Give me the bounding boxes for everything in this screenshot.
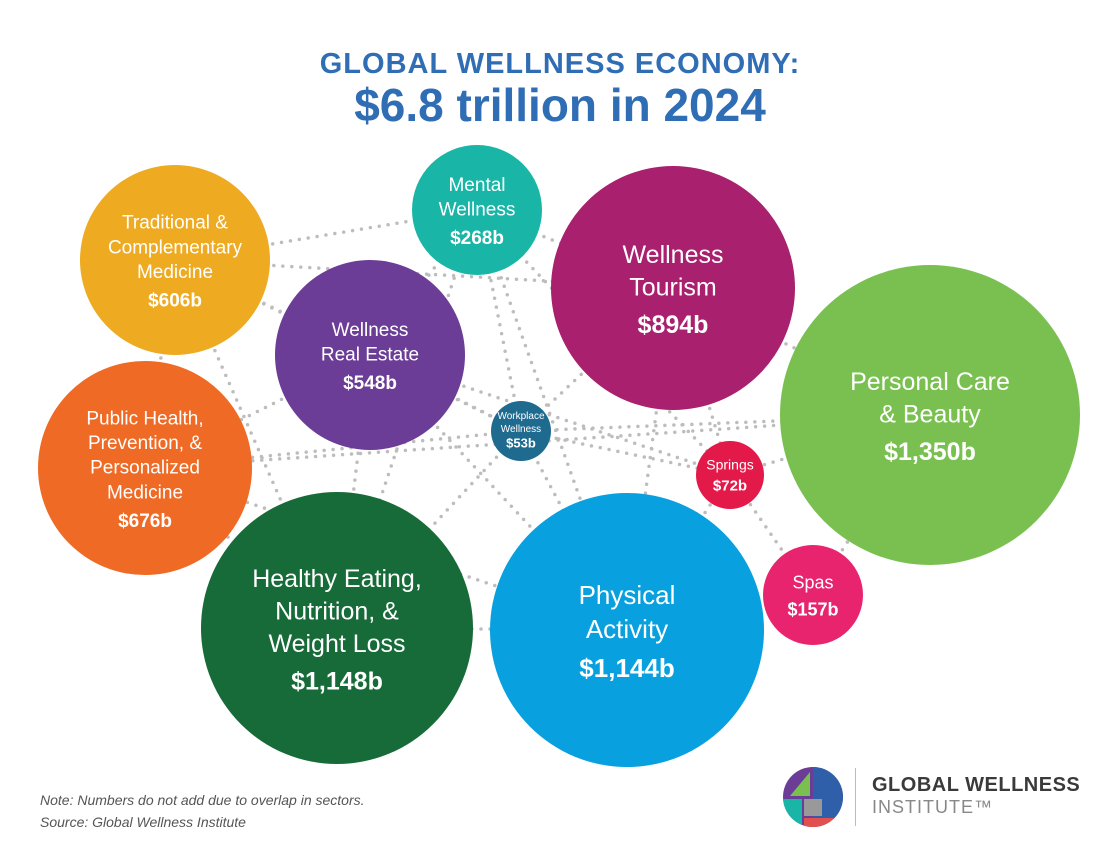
bubble: Physical Activity $1,144b [490, 493, 764, 767]
logo-subtitle: INSTITUTE™ [872, 797, 993, 817]
chart-title: GLOBAL WELLNESS ECONOMY: [319, 48, 801, 80]
bubble-label: Real Estate [321, 345, 419, 366]
bubble-label: Nutrition, & [275, 597, 399, 625]
bubble-label: Personal Care [850, 368, 1010, 396]
bubble-value: $1,350b [884, 438, 976, 466]
bubble-label: & Beauty [879, 401, 981, 429]
bubble: Workplace Wellness$53b [491, 401, 551, 461]
connector-line [519, 429, 732, 477]
gwi-logo-icon [783, 767, 843, 827]
bubble-label: Public Health, [86, 408, 203, 429]
bubble-value: $1,144b [579, 653, 674, 683]
bubble: Public Health, Prevention, & Personalized M… [38, 361, 252, 575]
bubble-label: Weight Loss [268, 630, 405, 658]
bubble-value: $894b [638, 311, 709, 339]
bubble: Wellness Real Estate $548b [275, 260, 465, 450]
bubble-label: Workplace [497, 411, 544, 422]
bubble-value: $676b [118, 511, 172, 532]
bubble-circle [696, 441, 764, 509]
bubble: Traditional & Complementary Medicine $606b [80, 165, 270, 355]
logo-divider [855, 768, 856, 826]
bubble-label: Complementary [108, 237, 243, 258]
bubble: Springs $72b [696, 441, 764, 509]
bubble-label: Personalized [90, 458, 200, 479]
bubble-value: $606b [148, 291, 202, 312]
bubble-value: $548b [343, 373, 397, 394]
bubble-label: Spas [792, 573, 833, 593]
bubble-label: Wellness [439, 200, 516, 221]
bubble-label: Wellness [332, 320, 409, 341]
bubble-label: Wellness [501, 424, 541, 435]
bubble-label: Mental [448, 175, 505, 196]
bubble: Wellness Tourism $894b [551, 166, 795, 410]
bubble-label: Activity [586, 614, 668, 644]
source-text: Source: Global Wellness Institute [40, 814, 246, 830]
bubble: Healthy Eating, Nutrition, & Weight Loss $1… [201, 492, 473, 764]
connector-line [728, 473, 815, 597]
bubble-value: $268b [450, 228, 504, 249]
bubble-circle [275, 260, 465, 450]
bubble-label: Prevention, & [88, 433, 202, 454]
bubble-label: Traditional & [122, 213, 228, 234]
bubble: Personal Care & Beauty $1,350b [780, 265, 1080, 565]
bubble: Mental Wellness $268b [412, 145, 542, 275]
bubble-label: Tourism [629, 274, 717, 302]
bubble-label: Medicine [107, 482, 183, 503]
logo-name: GLOBAL WELLNESS [872, 774, 1081, 796]
bubble-circle [412, 145, 542, 275]
bubble-circle [551, 166, 795, 410]
bubble-circle [201, 492, 473, 764]
bubble-circle [490, 493, 764, 767]
bubble-circle [491, 401, 551, 461]
bubble-label: Healthy Eating, [252, 565, 422, 593]
bubble: Spas $157b [763, 545, 863, 645]
bubble-value: $157b [787, 600, 838, 620]
bubble-circle [38, 361, 252, 575]
note-text: Note: Numbers do not add due to overlap … [40, 792, 365, 808]
bubble-circle [763, 545, 863, 645]
bubble-value: $1,148b [291, 667, 383, 695]
chart-subtitle: $6.8 trillion in 2024 [354, 79, 766, 131]
bubble-label: Wellness [623, 241, 724, 269]
bubble-value: $72b [713, 478, 747, 495]
bubble-label: Springs [706, 456, 753, 472]
bubble-label: Physical [579, 580, 676, 610]
connector-line [475, 208, 732, 477]
bubble-label: Medicine [137, 262, 213, 283]
connector-line [143, 353, 372, 470]
connector-line [173, 208, 479, 262]
bubble-circle [80, 165, 270, 355]
connector-line [728, 413, 932, 477]
bubble-value: $53b [506, 436, 536, 451]
bubble-circle [780, 265, 1080, 565]
